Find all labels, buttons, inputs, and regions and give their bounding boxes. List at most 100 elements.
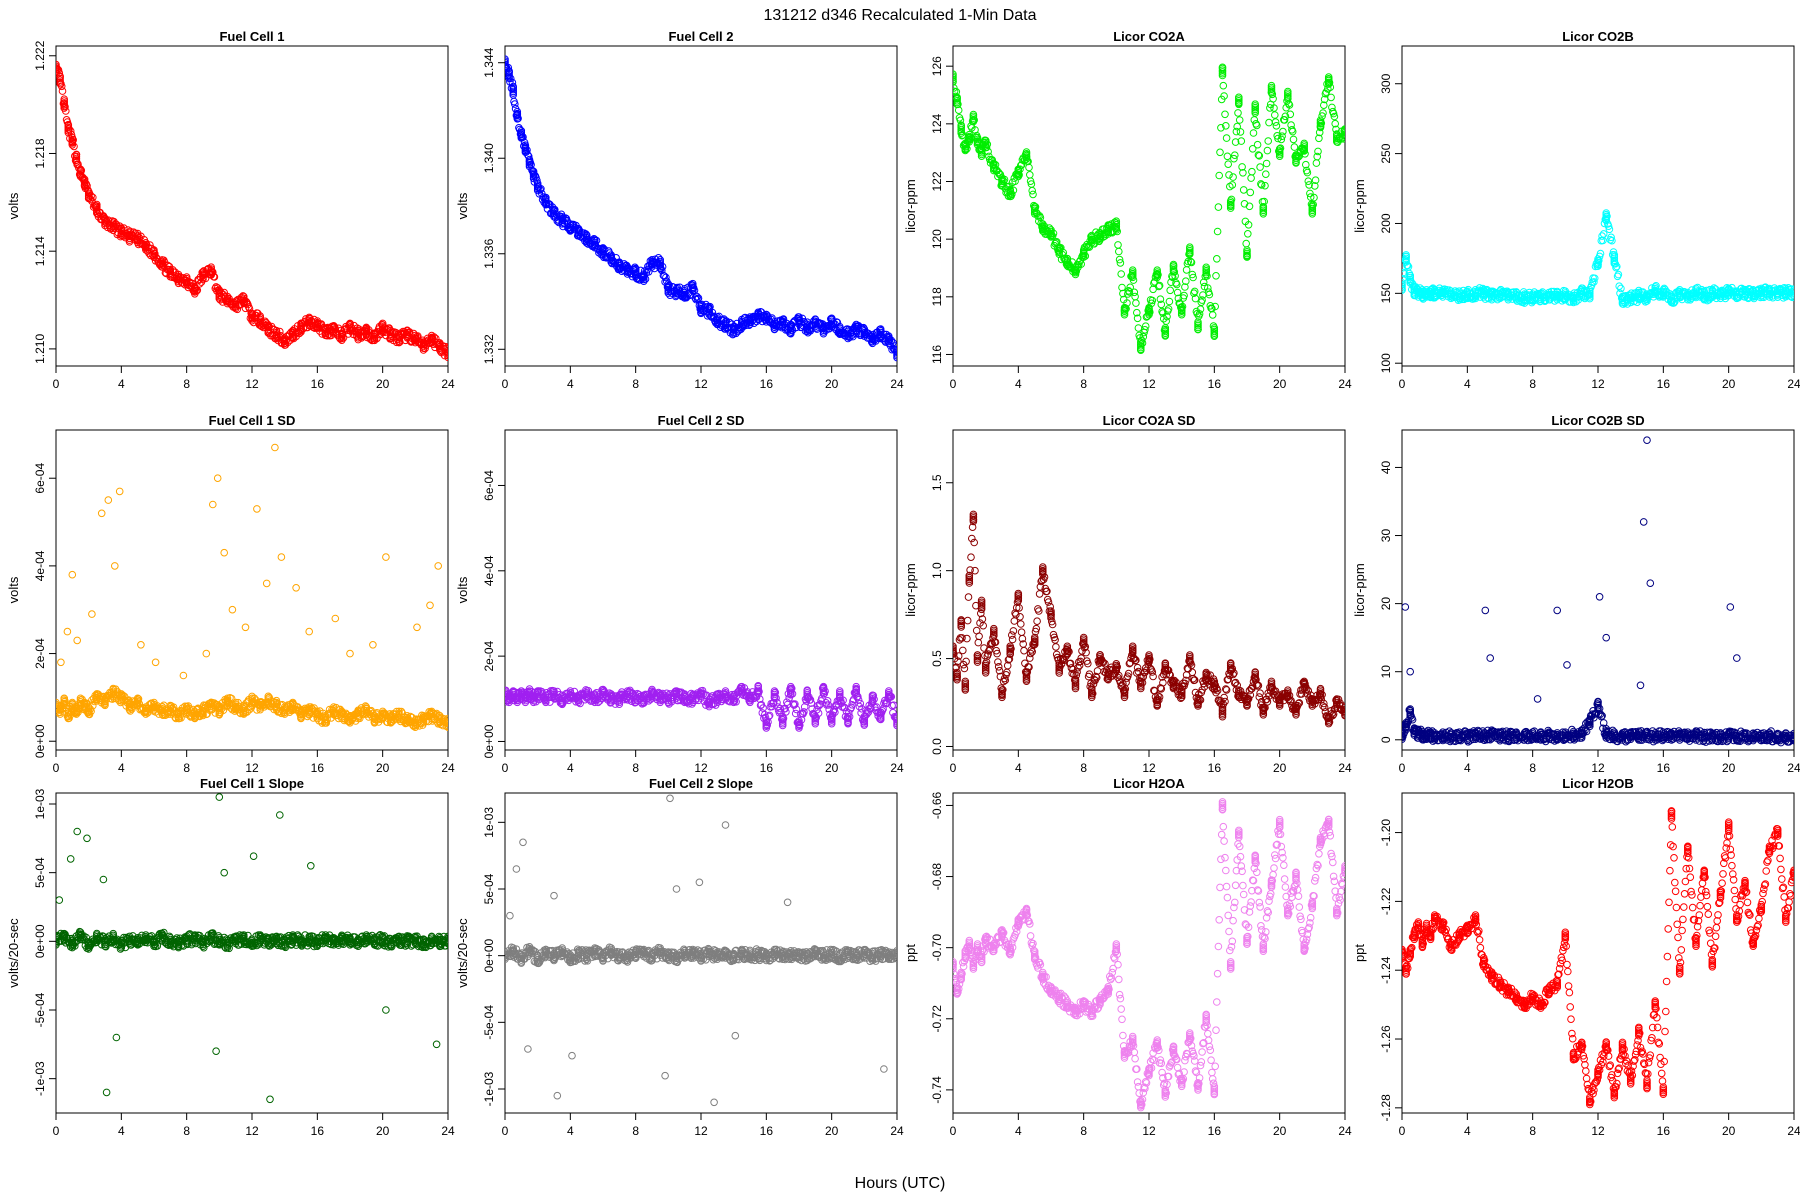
panel-fuel-cell-2-sd-xtick-label: 24 [890,761,904,775]
panel-licor-co2a-point [1047,226,1055,234]
panel-licor-co2a-sd-ytick-label: 0.5 [930,650,944,667]
panel-licor-co2a-point [1134,324,1143,332]
panel-licor-co2a-sd-point [987,639,996,647]
panel-fuel-cell-2-sd-xtick-label: 12 [694,761,708,775]
panel-licor-co2a-point [1275,145,1284,153]
panel-licor-co2a-point [1247,174,1255,182]
panel-licor-co2b-point [1724,284,1733,293]
panel-fuel-cell-1-point [58,87,67,95]
panel-licor-co2a-point [1104,223,1112,231]
panel-licor-co2a-point [1200,282,1209,291]
panel-licor-co2a-point [996,170,1005,179]
panel-fuel-cell-2-point [746,313,754,321]
panel-fuel-cell-1-point [191,283,199,291]
panel-fuel-cell-2-sd-point [615,700,624,709]
panel-licor-co2b-point [1741,286,1749,294]
panel-fuel-cell-1-sd-outlier-point [209,500,217,509]
panel-licor-co2a-point [1238,163,1246,171]
panel-licor-co2a-sd-point [974,638,983,647]
panel-licor-co2b-point [1402,279,1406,287]
panel-licor-co2a-point [1290,143,1299,151]
panel-licor-co2a-sd-point [967,553,975,562]
panel-licor-co2a-point [1079,246,1088,254]
panel-licor-co2b-point [1782,284,1790,293]
panel-fuel-cell-1-point [387,326,395,335]
panel-fuel-cell-1-sd-xtick-label: 24 [441,761,455,775]
panel-licor-co2a-sd-point [1060,656,1068,665]
panel-fuel-cell-1-point [289,326,297,335]
panel-fuel-cell-1-sd-ytick-label: 2e-04 [33,638,47,669]
panel-fuel-cell-2-point [721,318,730,326]
panel-fuel-cell-2-sd-point [832,701,841,710]
panel-licor-co2b-point [1488,288,1496,297]
panel-licor-co2a-point [965,130,974,139]
panel-fuel-cell-2-sd-point [819,682,828,691]
panel-licor-co2a-point [1324,73,1333,81]
panel-licor-co2a-point [1216,148,1224,157]
panel-fuel-cell-1-sd-point [297,707,305,716]
panel-licor-co2a-point [1245,202,1254,211]
panel-fuel-cell-1-sd-point [378,707,387,716]
panel-fuel-cell-1-sd-point [338,707,346,716]
panel-fuel-cell-1-point [248,309,256,318]
panel-fuel-cell-2-point [662,273,670,282]
panel-licor-co2a-sd-point [995,666,1004,675]
panel-licor-co2a-point [1239,186,1248,194]
panel-fuel-cell-2-points [505,55,897,362]
panel-fuel-cell-1-sd-point [182,703,191,711]
panel-fuel-cell-2-sd-ytick-label: 0e+00 [482,724,496,758]
panel-licor-co2a-point [1244,221,1253,229]
panel-licor-co2a-sd-point [1166,671,1174,679]
panel-licor-co2a-sd-point [1159,678,1167,687]
panel-licor-co2b-point [1618,293,1627,301]
panel-fuel-cell-2-point [795,313,803,321]
panel-fuel-cell-1-ytick-label: 1.218 [33,138,47,168]
panel-licor-co2a-point [1186,243,1194,251]
panel-fuel-cell-1-point [84,187,93,196]
panel-licor-co2a-point [1331,119,1339,128]
panel-licor-co2a-point [956,116,965,125]
panel-licor-co2a-point [1212,272,1220,280]
panel-fuel-cell-2-ylabel: volts [455,192,470,219]
panel-fuel-cell-1-sd-title: Fuel Cell 1 SD [209,413,296,428]
panel-licor-co2a-point [1289,135,1298,144]
panel-licor-co2b-point [1617,284,1625,293]
panel-fuel-cell-2-point [607,251,616,259]
panel-licor-co2a-point [1251,102,1259,110]
panel-fuel-cell-2-point [582,232,591,240]
panel-fuel-cell-1-sd-outlier-point [104,496,113,504]
panel-licor-co2a-point [1257,181,1266,189]
panel-licor-co2a-point [1055,243,1063,251]
panel-fuel-cell-2-point [778,315,787,324]
panel-fuel-cell-2-sd-point [846,705,855,713]
panel-licor-co2a-ytick-label: 122 [930,171,944,191]
panel-fuel-cell-1-point [109,219,117,227]
panel-fuel-cell-2-sd-point [517,687,526,695]
panel-fuel-cell-1-sd-point [191,707,199,716]
panel-licor-co2a-sd-point [1035,607,1043,615]
panel-fuel-cell-1-sd-points [56,443,448,732]
panel-licor-co2a-point [1165,297,1174,306]
panel-licor-co2a-sd-point [1075,661,1084,670]
panel-licor-co2a-point [1190,287,1199,296]
panel-licor-co2a-point [1202,263,1210,272]
panel-fuel-cell-2-sd-point [746,691,754,700]
panel-fuel-cell-1-sd-point [207,698,215,707]
panel-licor-co2a-point [1239,169,1247,177]
panel-licor-co2a-point [1311,182,1319,190]
panel-fuel-cell-1-point [436,339,444,347]
panel-fuel-cell-2-sd-point [856,699,865,708]
panel-fuel-cell-1-point [199,268,207,276]
panel-fuel-cell-2-sd-xtick-label: 16 [760,761,774,775]
panel-fuel-cell-2-sd-ytick-label: 2e-04 [482,640,496,671]
panel-licor-co2a-sd-point [1031,627,1040,636]
panel-licor-co2b-point [1773,286,1782,294]
panel-licor-co2a-sd-point [992,646,1001,655]
panel-licor-co2a-point [1249,129,1258,137]
panel-licor-co2a-point [1117,270,1125,278]
panel-licor-co2a-point [1213,254,1221,263]
panel-fuel-cell-2-sd-point [591,691,599,700]
panel-licor-co2a-point [1164,305,1173,313]
panel-fuel-cell-2-sd-point [542,691,550,700]
